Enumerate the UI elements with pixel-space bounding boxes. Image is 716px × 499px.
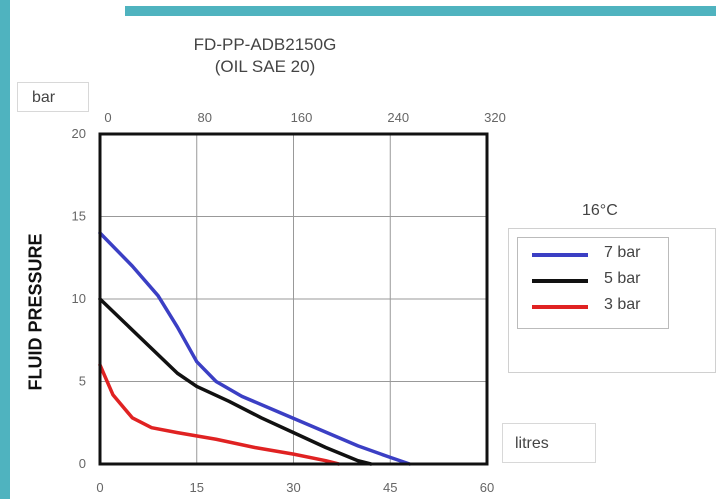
chart-subtitle: (OIL SAE 20) (214, 57, 316, 76)
legend-swatch-3bar (532, 305, 588, 309)
legend: 7 bar 5 bar 3 bar (508, 228, 716, 373)
legend-title: 16°C (582, 202, 618, 219)
y-axis-label-text: FLUID PRESSURE (25, 233, 46, 391)
frame-top-border (125, 6, 716, 16)
frame-left-border (0, 0, 10, 499)
chart-title: FD-PP-ADB2150G (193, 35, 337, 54)
y-unit-label: bar (17, 82, 89, 112)
x-unit-label: litres (502, 423, 596, 463)
legend-label-7bar: 7 bar (604, 244, 641, 261)
legend-swatch-7bar (532, 253, 588, 257)
legend-swatch-5bar (532, 279, 588, 283)
legend-box: 7 bar 5 bar 3 bar (517, 237, 669, 329)
chart-title-block: FD-PP-ADB2150G (OIL SAE 20) (160, 34, 370, 78)
y-axis-label: FLUID PRESSURE (24, 212, 48, 412)
legend-label-3bar: 3 bar (604, 296, 641, 313)
legend-label-5bar: 5 bar (604, 270, 641, 287)
